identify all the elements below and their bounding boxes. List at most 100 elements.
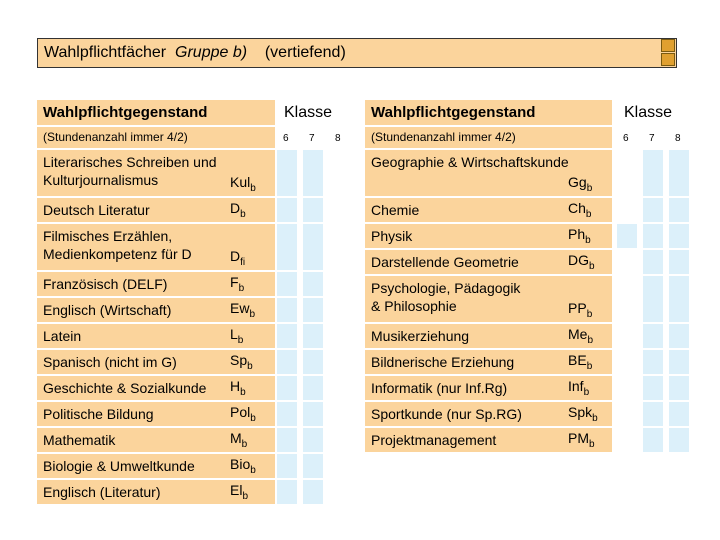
grade-cell: [277, 150, 297, 196]
subject-code: Fb: [230, 274, 244, 297]
code: PP: [568, 300, 587, 316]
code-sub: b: [237, 335, 244, 346]
subject-code: Mb: [230, 430, 247, 453]
grade-cell: [277, 376, 297, 400]
code-sub: b: [241, 439, 248, 450]
grade-cell: [303, 272, 323, 296]
grade-cell: [669, 324, 689, 348]
row: Geschichte & Sozialkunde Hb: [37, 376, 275, 400]
code: L: [230, 326, 238, 342]
row: Musikerziehung Meb: [365, 324, 612, 348]
subject-name: Medienkompetenz für D: [43, 246, 192, 262]
grade-cell: [643, 276, 663, 322]
subject-code: Ewb: [230, 300, 255, 323]
grade-cell: [303, 350, 323, 374]
grade-cell: [277, 198, 297, 222]
subject-code: PPb: [568, 300, 592, 323]
code-sub: b: [250, 413, 256, 424]
icon: [661, 53, 675, 66]
title: Wahlpflichtfächer Gruppe b) (vertiefend): [44, 45, 346, 61]
row: Literarisches Schreiben und Kulturjournal…: [37, 150, 275, 196]
grade-cell: [277, 224, 297, 270]
grade-cell: [303, 150, 323, 196]
code: Spk: [568, 404, 593, 420]
subject-code: Meb: [568, 326, 593, 349]
subheader: (Stundenanzahl immer 4/2): [37, 127, 275, 148]
subject-name: Spanisch (nicht im G): [43, 354, 177, 370]
subject-name: Informatik (nur Inf.Rg): [371, 380, 508, 396]
title-note: (vertiefend): [264, 44, 346, 61]
grade-cell: [277, 324, 297, 348]
row: Psychologie, Pädagogik & Philosophie PPb: [365, 276, 612, 322]
code-sub: b: [589, 439, 595, 450]
subject-code: Kulb: [230, 174, 256, 197]
grade: 6: [623, 133, 629, 144]
grade-cell: [643, 150, 663, 196]
subject-code: Biob: [230, 456, 256, 479]
code-sub: b: [238, 283, 245, 294]
grade-cell: [277, 350, 297, 374]
grade-cell: [669, 350, 689, 374]
subject-code: Infb: [568, 378, 589, 401]
row: Spanisch (nicht im G) Spb: [37, 350, 275, 374]
subheader: (Stundenanzahl immer 4/2): [365, 127, 612, 148]
code: DG: [568, 252, 589, 268]
subject-name: Bildnerische Erziehung: [371, 354, 515, 370]
subject-code: PMb: [568, 430, 595, 453]
subject-name: Sportkunde (nur Sp.RG): [371, 406, 522, 422]
code-sub: b: [587, 335, 594, 346]
code-sub: b: [592, 413, 598, 424]
grade-cell: [669, 402, 689, 426]
subject-code: Polb: [230, 404, 256, 427]
subject-code: Lb: [230, 326, 243, 349]
subject-name: Literarisches Schreiben und: [43, 154, 217, 170]
code-sub: b: [585, 209, 592, 220]
row: Informatik (nur Inf.Rg) Infb: [365, 376, 612, 400]
header: Wahlpflichtgegenstand: [37, 100, 275, 125]
code-sub: b: [586, 309, 593, 320]
subject-name: Deutsch Literatur: [43, 202, 150, 218]
subject-code: Dfi: [230, 248, 245, 271]
grade-cell: [669, 224, 689, 248]
subject-name: Darstellende Geometrie: [371, 254, 519, 270]
code: D: [230, 248, 241, 264]
row: Darstellende Geometrie DGb: [365, 250, 612, 274]
code: Gg: [568, 174, 587, 190]
row: Biologie & Umweltkunde Biob: [37, 454, 275, 478]
title-main: Wahlpflichtfächer: [44, 44, 167, 61]
code: Sp: [230, 352, 248, 368]
grade: 8: [335, 133, 341, 144]
subject-name: Englisch (Literatur): [43, 484, 161, 500]
subject-code: Elb: [230, 482, 248, 505]
grade-cell: [669, 198, 689, 222]
code-sub: b: [249, 309, 256, 320]
code: D: [230, 200, 241, 216]
row: Chemie Chb: [365, 198, 612, 222]
subject-name: Psychologie, Pädagogik: [371, 280, 521, 296]
grade-cell: [303, 454, 323, 478]
icon: [661, 39, 675, 52]
grade-cell: [643, 324, 663, 348]
grade-cell: [277, 480, 297, 504]
subject-code: Ggb: [568, 174, 592, 197]
code: F: [230, 274, 239, 290]
code-sub: b: [240, 387, 246, 398]
code: Ch: [568, 200, 586, 216]
grade: 8: [675, 133, 681, 144]
row: Englisch (Wirtschaft) Ewb: [37, 298, 275, 322]
grade-cell: [303, 198, 323, 222]
subject-code: Hb: [230, 378, 246, 401]
title-bar: Wahlpflichtfächer Gruppe b) (vertiefend): [37, 38, 677, 68]
grade-cell: [303, 428, 323, 452]
code-sub: b: [242, 491, 249, 502]
row: Filmisches Erzählen, Medienkompetenz für …: [37, 224, 275, 270]
klasse-header: Klasse: [624, 104, 673, 121]
subject-name: Musikerziehung: [371, 328, 470, 344]
grade-cell: [277, 272, 297, 296]
code: M: [230, 430, 242, 446]
code-sub: b: [589, 261, 595, 272]
code-sub: b: [240, 209, 246, 220]
code-sub: b: [583, 387, 590, 398]
grade-cell: [669, 250, 689, 274]
